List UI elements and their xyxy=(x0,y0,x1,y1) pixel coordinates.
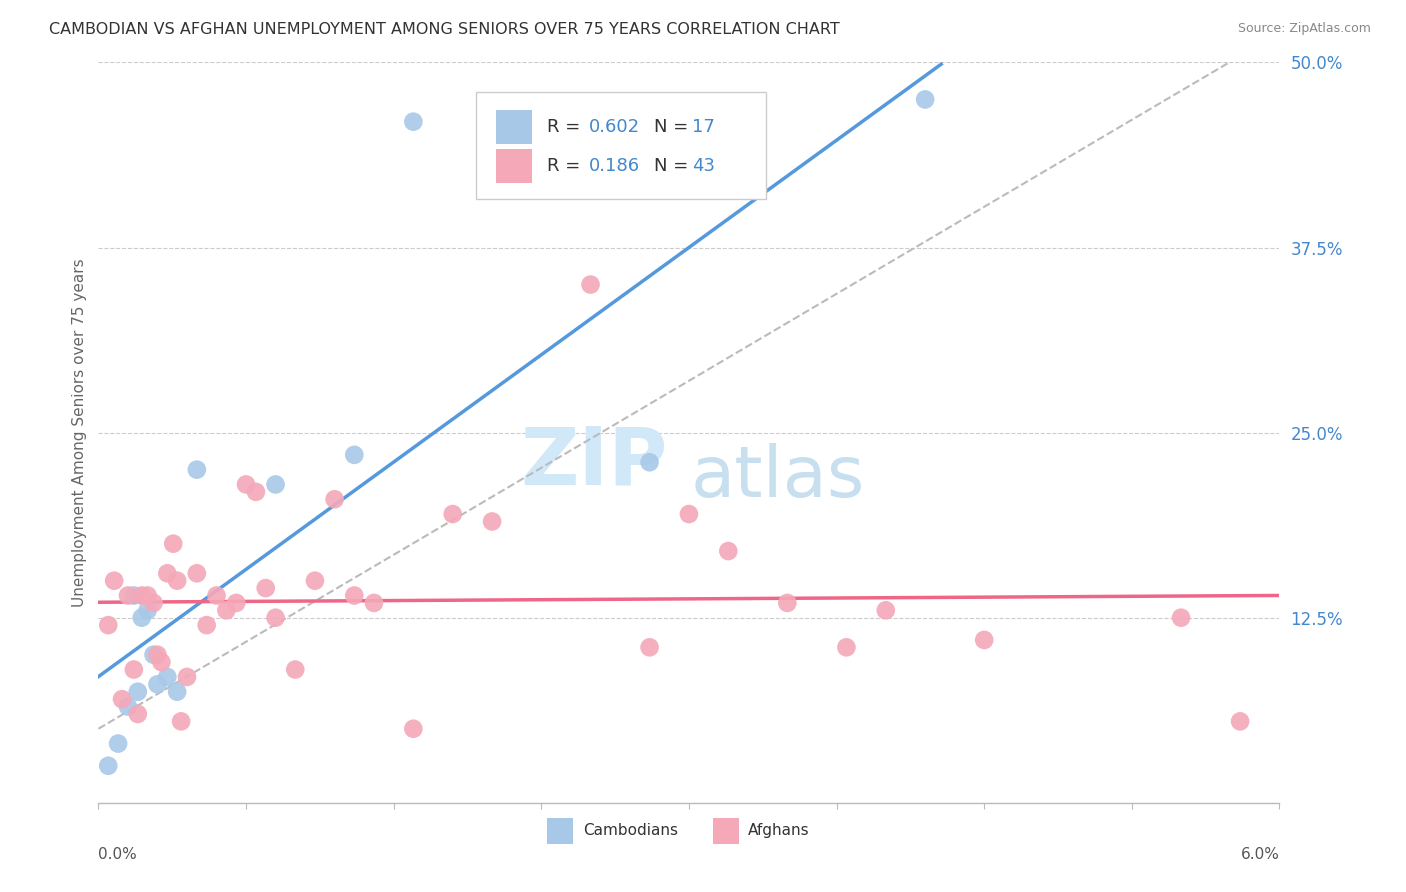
Point xyxy=(323,492,346,507)
Point xyxy=(264,610,287,624)
FancyBboxPatch shape xyxy=(713,818,738,844)
Text: R =: R = xyxy=(547,157,586,175)
Point xyxy=(284,663,307,677)
Point xyxy=(117,589,139,603)
Text: R =: R = xyxy=(547,118,586,136)
Text: 43: 43 xyxy=(693,157,716,175)
Point xyxy=(343,448,366,462)
Point xyxy=(170,714,193,729)
Point xyxy=(166,685,188,699)
Text: N =: N = xyxy=(654,118,693,136)
Point xyxy=(835,640,858,655)
Point xyxy=(150,655,173,669)
FancyBboxPatch shape xyxy=(496,150,531,183)
Point xyxy=(402,722,425,736)
Point xyxy=(131,610,153,624)
Point xyxy=(97,758,120,772)
Point xyxy=(225,596,247,610)
Text: 6.0%: 6.0% xyxy=(1240,847,1279,863)
Point xyxy=(146,677,169,691)
Text: 0.186: 0.186 xyxy=(589,157,640,175)
Point xyxy=(973,632,995,647)
Point xyxy=(103,574,125,588)
Point xyxy=(304,574,326,588)
Point xyxy=(579,277,602,292)
Text: Afghans: Afghans xyxy=(748,823,810,838)
Text: 0.0%: 0.0% xyxy=(98,847,138,863)
Point xyxy=(195,618,218,632)
Point xyxy=(131,589,153,603)
Text: ZIP: ZIP xyxy=(520,423,668,501)
Point xyxy=(127,706,149,721)
Point xyxy=(122,663,145,677)
Text: 17: 17 xyxy=(693,118,716,136)
Point xyxy=(127,685,149,699)
Point xyxy=(776,596,799,610)
Point xyxy=(146,648,169,662)
Point xyxy=(156,670,179,684)
Point xyxy=(875,603,897,617)
Point xyxy=(117,699,139,714)
Point xyxy=(142,596,165,610)
FancyBboxPatch shape xyxy=(477,92,766,200)
Point xyxy=(215,603,238,617)
FancyBboxPatch shape xyxy=(547,818,574,844)
Text: atlas: atlas xyxy=(690,442,865,511)
Point xyxy=(111,692,134,706)
Point xyxy=(678,507,700,521)
Text: Source: ZipAtlas.com: Source: ZipAtlas.com xyxy=(1237,22,1371,36)
Point xyxy=(205,589,228,603)
Point xyxy=(166,574,188,588)
Point xyxy=(142,648,165,662)
Point xyxy=(136,589,159,603)
Text: Cambodians: Cambodians xyxy=(582,823,678,838)
Point xyxy=(363,596,385,610)
Point xyxy=(235,477,257,491)
FancyBboxPatch shape xyxy=(496,111,531,144)
Point xyxy=(97,618,120,632)
Text: CAMBODIAN VS AFGHAN UNEMPLOYMENT AMONG SENIORS OVER 75 YEARS CORRELATION CHART: CAMBODIAN VS AFGHAN UNEMPLOYMENT AMONG S… xyxy=(49,22,839,37)
Point xyxy=(1229,714,1251,729)
Point xyxy=(156,566,179,581)
Point xyxy=(441,507,464,521)
Text: N =: N = xyxy=(654,157,693,175)
Point xyxy=(254,581,277,595)
Point xyxy=(136,603,159,617)
Point xyxy=(186,566,208,581)
Point xyxy=(402,114,425,128)
Text: 0.602: 0.602 xyxy=(589,118,640,136)
Point xyxy=(1170,610,1192,624)
Point xyxy=(186,462,208,476)
Point xyxy=(638,640,661,655)
Y-axis label: Unemployment Among Seniors over 75 years: Unemployment Among Seniors over 75 years xyxy=(72,259,87,607)
Point xyxy=(176,670,198,684)
Point xyxy=(481,515,503,529)
Point xyxy=(122,589,145,603)
Point xyxy=(245,484,267,499)
Point xyxy=(717,544,740,558)
Point xyxy=(162,536,184,550)
Point xyxy=(914,92,936,106)
Point xyxy=(264,477,287,491)
Point xyxy=(343,589,366,603)
Point xyxy=(638,455,661,469)
Point xyxy=(107,737,129,751)
